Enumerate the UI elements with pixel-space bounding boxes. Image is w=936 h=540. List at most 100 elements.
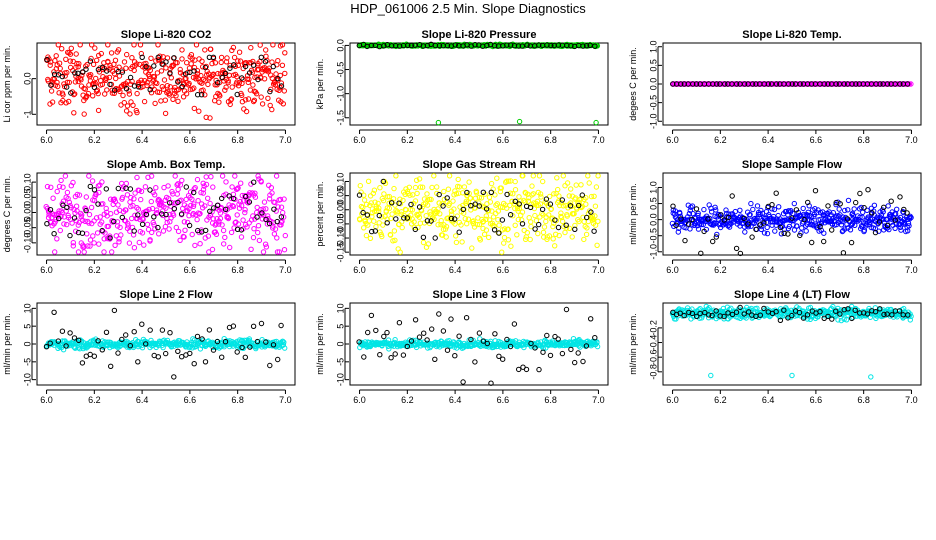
x-tick-label: 6.2	[88, 395, 101, 405]
data-point-black	[721, 217, 727, 223]
data-point	[576, 218, 582, 225]
data-point	[380, 222, 386, 228]
data-point-black	[881, 311, 887, 318]
data-point-black	[163, 350, 169, 357]
data-point	[271, 231, 278, 237]
data-point	[235, 221, 242, 227]
data-point-black	[59, 73, 65, 80]
data-point-black	[95, 338, 101, 344]
data-point	[867, 221, 873, 228]
data-point	[258, 207, 264, 213]
data-point-black	[258, 54, 264, 60]
data-point	[281, 247, 288, 253]
data-point	[359, 211, 365, 217]
data-point	[121, 100, 128, 106]
data-point-black	[365, 329, 371, 336]
data-point-black	[833, 308, 839, 314]
data-point-black	[119, 214, 126, 221]
chart-panel-7: Slope Line 2 Flow ml/min per min. 6.0 6.2 6.…	[2, 289, 296, 405]
data-point	[428, 196, 434, 203]
data-point	[419, 184, 426, 190]
data-point	[160, 344, 166, 351]
y-tick-label: -0.05	[335, 214, 345, 235]
data-point-black	[777, 317, 784, 323]
data-point	[54, 188, 60, 195]
data-point	[811, 213, 817, 220]
data-point-black	[689, 216, 695, 223]
data-point	[474, 221, 480, 228]
data-point	[152, 100, 158, 107]
data-point	[507, 190, 514, 196]
data-point-black	[404, 343, 410, 350]
chart-panel-6: Slope Sample Flow ml/min per min. 6.0 6.2 6.…	[628, 159, 922, 275]
data-point-black	[397, 43, 403, 49]
data-point-black	[376, 212, 382, 219]
x-tick-label: 6.6	[810, 265, 823, 275]
data-point	[735, 218, 741, 224]
data-point	[446, 200, 453, 207]
chart-panel-5: Slope Gas Stream RH percent per min. 6.0 6.…	[315, 159, 609, 275]
data-point	[384, 216, 390, 222]
data-point-black	[250, 323, 257, 329]
data-point-black	[211, 205, 217, 211]
data-point	[483, 227, 490, 233]
data-point	[193, 42, 200, 48]
outlier-point	[516, 118, 523, 125]
data-point	[90, 233, 96, 239]
data-point	[94, 87, 101, 93]
data-point-black	[436, 42, 443, 49]
x-tick-label: 7.0	[905, 395, 918, 405]
data-point	[83, 63, 89, 69]
data-point-black	[825, 203, 831, 209]
data-point-black	[548, 42, 554, 49]
data-point	[377, 185, 383, 191]
data-point	[49, 99, 56, 105]
data-point-black	[356, 339, 362, 345]
data-point	[217, 215, 224, 222]
data-point-black	[424, 337, 430, 343]
data-point-black	[448, 316, 454, 322]
data-point-black	[729, 311, 736, 318]
data-point-black	[412, 317, 419, 323]
data-point-black	[416, 334, 423, 340]
data-point-black	[592, 335, 598, 341]
data-point	[504, 205, 510, 211]
data-point	[218, 59, 224, 66]
data-point	[413, 177, 420, 184]
y-axis-label: degees C per min.	[628, 47, 638, 121]
data-point-black	[464, 189, 470, 196]
data-point-black	[139, 221, 146, 228]
data-points	[43, 307, 288, 380]
data-point	[138, 188, 145, 195]
data-point	[453, 239, 460, 246]
data-point	[860, 209, 866, 216]
data-points	[43, 173, 288, 255]
data-point-black	[741, 215, 747, 222]
outlier-point	[435, 119, 442, 126]
data-point	[573, 182, 579, 188]
data-point-black	[167, 70, 173, 76]
data-point	[79, 72, 85, 79]
data-point-black	[825, 313, 831, 320]
data-point-black	[559, 197, 565, 203]
data-point-black	[484, 340, 490, 347]
data-point	[230, 44, 237, 51]
data-point	[435, 222, 441, 228]
data-point	[124, 51, 130, 58]
data-point	[210, 184, 216, 190]
data-point	[86, 173, 92, 179]
data-point	[202, 203, 208, 209]
data-point	[103, 75, 110, 81]
data-point-black	[275, 76, 281, 82]
data-point	[386, 193, 393, 200]
data-point	[445, 186, 452, 192]
outlier-point	[708, 372, 714, 379]
data-point	[164, 337, 171, 344]
data-point-black	[194, 333, 201, 340]
data-point	[412, 184, 419, 191]
x-tick-label: 7.0	[905, 265, 918, 275]
x-tick-label: 6.0	[353, 265, 366, 275]
data-point-black	[829, 316, 835, 322]
data-point-black	[677, 310, 683, 316]
data-point	[175, 228, 182, 235]
